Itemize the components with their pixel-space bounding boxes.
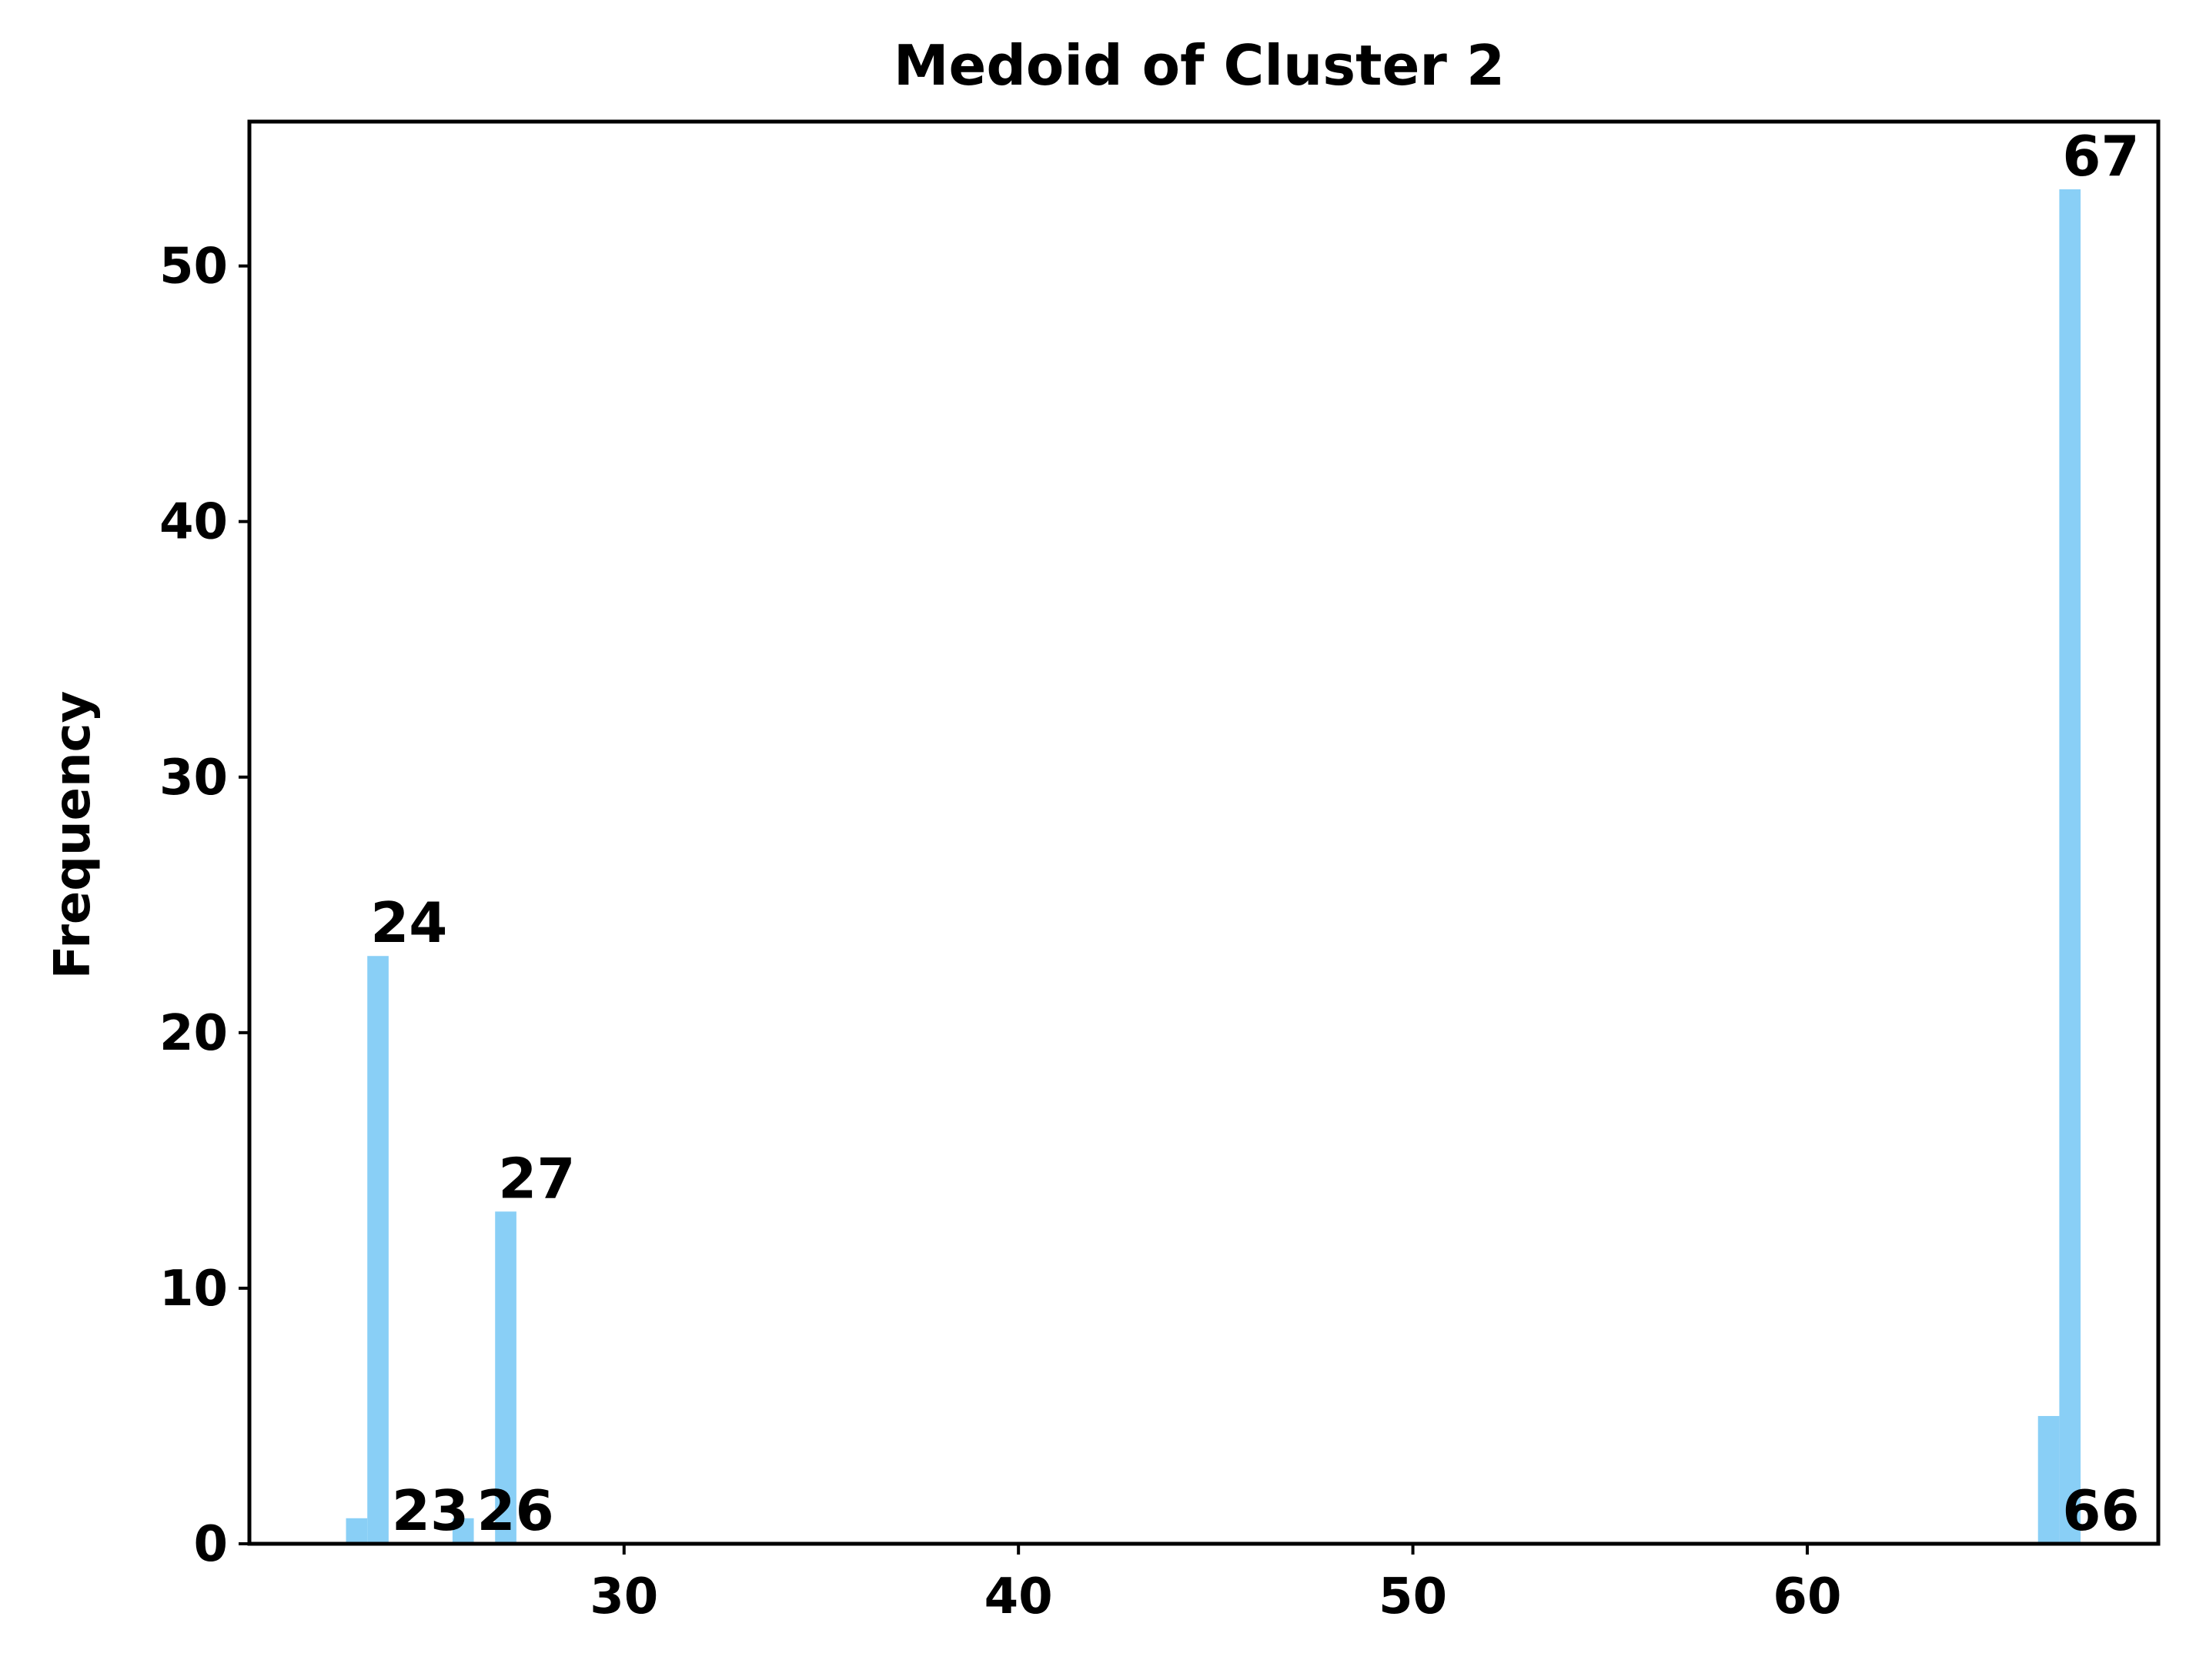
bar-label-4: 26: [477, 1478, 554, 1543]
y-tick-label-2: 20: [159, 1005, 228, 1062]
x-tick-label-1: 40: [984, 1568, 1053, 1625]
bar-7: [2059, 189, 2081, 1544]
x-tick-label-0: 30: [590, 1568, 658, 1625]
bars-group: [346, 189, 2081, 1544]
bar-3: [452, 1518, 474, 1544]
bar-label-1: 24: [370, 890, 447, 955]
bar-labels-group: 24 23 26 27 67 66: [370, 124, 2139, 1543]
y-axis-ticks: 0 10 20 30 40 50: [159, 239, 249, 1573]
chart-title: Medoid of Cluster 2: [894, 33, 1505, 98]
y-axis-label: Frequency: [45, 691, 102, 980]
bar-1: [367, 956, 389, 1544]
y-tick-label-4: 40: [159, 494, 228, 551]
y-tick-label-1: 10: [159, 1261, 228, 1318]
x-tick-label-2: 50: [1379, 1568, 1447, 1625]
bar-0: [346, 1518, 368, 1544]
plot-frame: [247, 119, 2161, 1546]
y-tick-label-0: 0: [193, 1516, 228, 1573]
bar-label-5: 27: [498, 1146, 575, 1211]
bar-6: [2037, 1415, 2060, 1544]
y-tick-label-5: 50: [159, 239, 228, 296]
x-tick-label-3: 60: [1773, 1568, 1841, 1625]
bar-label-7: 67: [2062, 124, 2139, 189]
bar-5: [495, 1211, 516, 1544]
x-axis-ticks: 30 40 50 60: [590, 1544, 1841, 1625]
bar-label-8: 66: [2062, 1478, 2139, 1543]
bar-label-2: 23: [392, 1478, 469, 1543]
y-tick-label-3: 30: [159, 750, 228, 807]
